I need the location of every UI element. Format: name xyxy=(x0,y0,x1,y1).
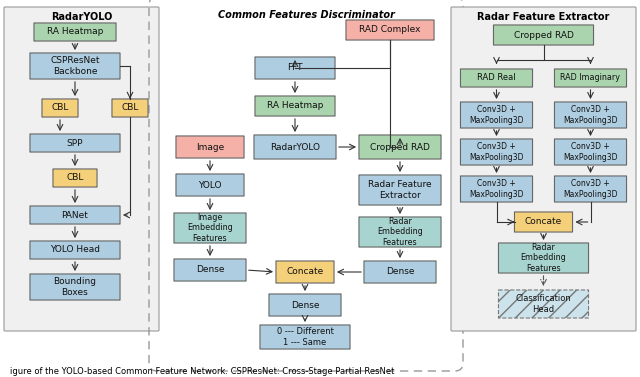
Text: Image: Image xyxy=(196,143,224,152)
Text: Dense: Dense xyxy=(291,300,319,310)
Text: SPP: SPP xyxy=(67,138,83,147)
Text: RAD Imaginary: RAD Imaginary xyxy=(561,74,621,83)
FancyBboxPatch shape xyxy=(554,176,627,202)
FancyBboxPatch shape xyxy=(174,259,246,281)
FancyBboxPatch shape xyxy=(359,217,441,247)
Text: RAD Complex: RAD Complex xyxy=(359,26,420,35)
FancyBboxPatch shape xyxy=(554,102,627,128)
FancyBboxPatch shape xyxy=(515,212,573,232)
Text: Conv3D +
MaxPooling3D: Conv3D + MaxPooling3D xyxy=(469,142,524,162)
Text: Common Features Discriminator: Common Features Discriminator xyxy=(218,10,394,20)
Text: Conv3D +
MaxPooling3D: Conv3D + MaxPooling3D xyxy=(469,105,524,125)
FancyBboxPatch shape xyxy=(499,243,589,273)
Text: YOLO Head: YOLO Head xyxy=(50,245,100,254)
Text: Conv3D +
MaxPooling3D: Conv3D + MaxPooling3D xyxy=(563,105,618,125)
Text: Radar
Embedding
Features: Radar Embedding Features xyxy=(377,217,423,247)
FancyBboxPatch shape xyxy=(260,325,350,349)
FancyBboxPatch shape xyxy=(30,241,120,259)
Text: Concate: Concate xyxy=(286,268,324,276)
FancyBboxPatch shape xyxy=(112,99,148,117)
FancyBboxPatch shape xyxy=(451,7,636,331)
FancyBboxPatch shape xyxy=(255,57,335,79)
FancyBboxPatch shape xyxy=(176,136,244,158)
Text: YOLO: YOLO xyxy=(198,181,221,190)
FancyBboxPatch shape xyxy=(176,174,244,196)
FancyBboxPatch shape xyxy=(364,261,436,283)
FancyBboxPatch shape xyxy=(30,274,120,300)
Text: FFT: FFT xyxy=(287,63,303,72)
Text: CSPResNet
Backbone: CSPResNet Backbone xyxy=(51,56,100,76)
FancyBboxPatch shape xyxy=(254,135,336,159)
Text: CBL: CBL xyxy=(51,104,68,112)
Text: Cropped RAD: Cropped RAD xyxy=(370,143,430,152)
Text: RadarYOLO: RadarYOLO xyxy=(51,12,112,22)
FancyBboxPatch shape xyxy=(499,290,589,318)
Text: Conv3D +
MaxPooling3D: Conv3D + MaxPooling3D xyxy=(563,142,618,162)
FancyBboxPatch shape xyxy=(30,206,120,224)
Text: CBL: CBL xyxy=(122,104,139,112)
Text: Radar
Embedding
Features: Radar Embedding Features xyxy=(520,243,566,273)
Text: Conv3D +
MaxPooling3D: Conv3D + MaxPooling3D xyxy=(563,179,618,199)
Text: Dense: Dense xyxy=(386,268,414,276)
Text: Classification
Head: Classification Head xyxy=(516,294,572,314)
FancyBboxPatch shape xyxy=(255,96,335,116)
Text: Concate: Concate xyxy=(525,218,562,227)
Text: RadarYOLO: RadarYOLO xyxy=(270,143,320,152)
FancyBboxPatch shape xyxy=(493,25,593,45)
FancyBboxPatch shape xyxy=(30,134,120,152)
Text: Bounding
Boxes: Bounding Boxes xyxy=(54,277,97,297)
Text: Radar Feature Extractor: Radar Feature Extractor xyxy=(477,12,610,22)
Text: RA Heatmap: RA Heatmap xyxy=(47,28,103,37)
Text: RA Heatmap: RA Heatmap xyxy=(267,101,323,110)
FancyBboxPatch shape xyxy=(174,213,246,243)
Text: RAD Real: RAD Real xyxy=(477,74,516,83)
Text: Cropped RAD: Cropped RAD xyxy=(513,31,573,40)
Text: Dense: Dense xyxy=(196,265,224,274)
FancyBboxPatch shape xyxy=(34,23,116,41)
FancyBboxPatch shape xyxy=(276,261,334,283)
Text: igure of the YOLO-based Common Feature Network. CSPResNet: Cross-Stage Partial R: igure of the YOLO-based Common Feature N… xyxy=(10,368,394,377)
FancyBboxPatch shape xyxy=(42,99,78,117)
Text: Image
Embedding
Features: Image Embedding Features xyxy=(187,213,233,243)
FancyBboxPatch shape xyxy=(30,53,120,79)
Text: 0 --- Different
1 --- Same: 0 --- Different 1 --- Same xyxy=(276,327,333,347)
FancyBboxPatch shape xyxy=(554,139,627,165)
Text: Conv3D +
MaxPooling3D: Conv3D + MaxPooling3D xyxy=(469,179,524,199)
FancyBboxPatch shape xyxy=(554,69,627,87)
FancyBboxPatch shape xyxy=(269,294,341,316)
Text: PANet: PANet xyxy=(61,210,88,219)
FancyBboxPatch shape xyxy=(460,139,532,165)
Text: CBL: CBL xyxy=(67,173,84,182)
FancyBboxPatch shape xyxy=(359,175,441,205)
FancyBboxPatch shape xyxy=(460,176,532,202)
FancyBboxPatch shape xyxy=(359,135,441,159)
FancyBboxPatch shape xyxy=(460,69,532,87)
FancyBboxPatch shape xyxy=(346,20,434,40)
FancyBboxPatch shape xyxy=(460,102,532,128)
FancyBboxPatch shape xyxy=(4,7,159,331)
FancyBboxPatch shape xyxy=(53,169,97,187)
Text: Radar Feature
Extractor: Radar Feature Extractor xyxy=(368,180,432,200)
